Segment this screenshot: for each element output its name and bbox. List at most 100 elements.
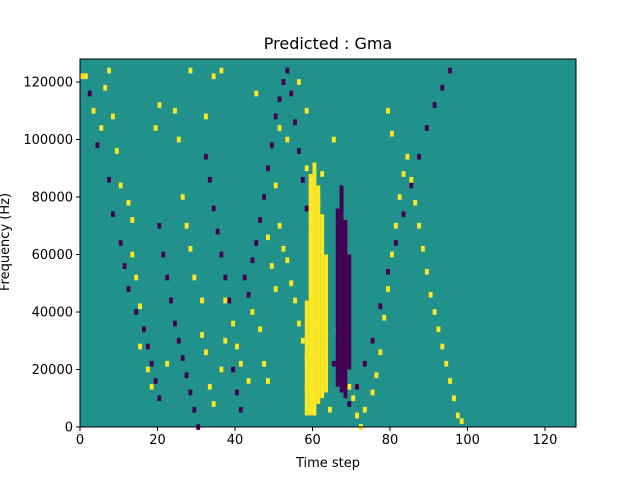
heatmap-cell-low <box>165 274 170 281</box>
heatmap-cell-low <box>169 297 174 304</box>
y-axis-label: Frequency (Hz) <box>0 193 13 291</box>
chart-title: Predicted : Gma <box>264 34 392 53</box>
heatmap-cell-low <box>386 268 391 275</box>
heatmap-cell-high <box>246 378 251 384</box>
heatmap-cell-high <box>390 130 394 137</box>
heatmap-cell-high <box>285 136 290 143</box>
heatmap-cell-high <box>374 372 379 379</box>
heatmap-cell-high <box>293 297 298 304</box>
x-tick-label: 0 <box>76 433 84 448</box>
heatmap-cell-high <box>107 67 112 74</box>
heatmap-cell-low <box>378 303 383 310</box>
heatmap-cell-high <box>111 113 115 120</box>
heatmap-cell-high <box>300 337 305 344</box>
heatmap-cell-high <box>455 412 460 419</box>
heatmap-cell-low <box>231 366 236 373</box>
heatmap-cell-high <box>269 263 274 269</box>
heatmap-cell-low <box>95 142 100 149</box>
heatmap-cell-high <box>459 418 464 425</box>
heatmap-cell-high <box>211 401 216 407</box>
heatmap-cell-high <box>277 222 282 229</box>
heatmap-cell-high <box>204 113 208 120</box>
heatmap-cell-low <box>293 119 298 126</box>
heatmap-cell-high <box>188 67 193 74</box>
heatmap-cell-high <box>145 366 150 373</box>
heatmap-band-high <box>312 162 317 416</box>
heatmap-cell-low <box>118 240 123 246</box>
heatmap-cell-low <box>409 182 414 189</box>
heatmap-band-high <box>324 254 329 393</box>
heatmap-cell-high <box>83 73 88 80</box>
heatmap-band-high <box>316 185 321 404</box>
heatmap-cell-low <box>347 401 352 407</box>
heatmap-cell-low <box>273 113 278 120</box>
y-tick-label: 40000 <box>32 306 73 321</box>
heatmap-cell-high <box>289 280 294 287</box>
heatmap-cell-high <box>351 395 356 402</box>
heatmap-cell-low <box>142 326 146 333</box>
x-tick-label: 100 <box>455 433 480 448</box>
heatmap-cell-low <box>277 96 282 103</box>
heatmap-cell-high <box>211 73 216 80</box>
heatmap-cell-high <box>390 251 394 258</box>
heatmap-cell-high <box>262 360 267 367</box>
heatmap-cell-low <box>215 228 220 235</box>
heatmap-cell-high <box>118 182 123 189</box>
heatmap-cell-high <box>448 378 453 384</box>
heatmap-cell-high <box>180 194 185 200</box>
y-tick-label: 120000 <box>23 76 73 91</box>
x-axis-label: Time step <box>295 456 360 471</box>
heatmap-cell-high <box>219 67 224 74</box>
heatmap-cell-high <box>130 251 135 258</box>
heatmap-cell-high <box>297 320 301 327</box>
heatmap-cell-low <box>448 67 453 74</box>
heatmap-cell-high <box>409 176 414 183</box>
heatmap-cell-low <box>153 378 158 384</box>
heatmap-cell-high <box>428 291 433 298</box>
heatmap-cell-low <box>235 389 239 396</box>
y-tick-label: 100000 <box>23 133 73 148</box>
heatmap-cell-high <box>134 274 139 281</box>
heatmap-cell-high <box>149 383 154 390</box>
heatmap-cell-low <box>176 337 181 344</box>
heatmap-cell-low <box>111 211 115 218</box>
heatmap-cell-high <box>258 326 263 333</box>
heatmap-cell-low <box>250 257 255 264</box>
heatmap-cell-low <box>184 372 189 379</box>
heatmap-cell-high <box>231 320 236 327</box>
heatmap-cell-high <box>386 107 391 114</box>
heatmap-band-low <box>335 208 340 387</box>
heatmap-cell-high <box>157 102 162 108</box>
heatmap-cell-high <box>250 309 255 315</box>
heatmap-band-high <box>304 300 309 416</box>
y-axis: 0 20000 40000 60000 80000 100000 120000 <box>23 76 80 436</box>
heatmap-cell-high <box>173 107 177 114</box>
heatmap-cell-high <box>235 343 239 350</box>
heatmap-cell-high <box>320 171 325 177</box>
x-axis: 0 20 40 60 80 100 120 <box>76 427 558 448</box>
heatmap-cell-high <box>184 222 189 229</box>
heatmap-cell-high <box>80 73 84 80</box>
heatmap-cell-high <box>281 245 286 252</box>
heatmap-cell-high <box>114 148 119 154</box>
x-tick-label: 60 <box>304 433 321 448</box>
heatmap-cell-low <box>289 90 294 97</box>
heatmap-cell-high <box>277 125 282 131</box>
heatmap-cell-low <box>223 274 228 281</box>
x-tick-label: 120 <box>533 433 558 448</box>
heatmap-cell-low <box>246 291 251 298</box>
heatmap-cell-high <box>138 303 143 310</box>
heatmap-cell-high <box>266 378 270 384</box>
heatmap-band-high <box>308 174 313 416</box>
heatmap-cell-high <box>204 349 208 356</box>
heatmap-cell-high <box>138 343 143 350</box>
heatmap-cell-high <box>192 274 197 281</box>
heatmap-cell-high <box>273 182 278 189</box>
heatmap-cell-high <box>382 314 387 321</box>
x-tick-label: 20 <box>149 433 166 448</box>
heatmap-cell-low <box>207 176 212 183</box>
heatmap-cell-high <box>362 406 367 413</box>
heatmap-cell-low <box>219 251 224 258</box>
heatmap-cell-low <box>242 274 247 281</box>
heatmap-cell-low <box>331 360 336 367</box>
